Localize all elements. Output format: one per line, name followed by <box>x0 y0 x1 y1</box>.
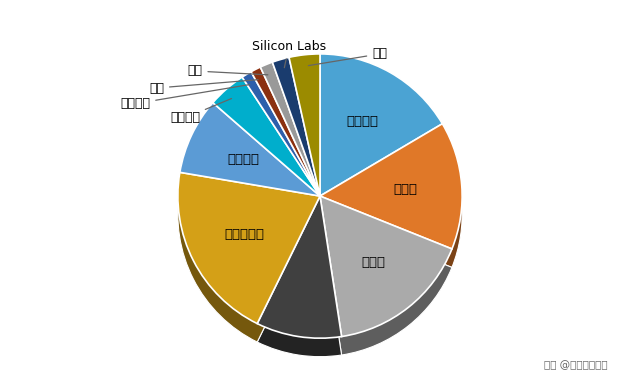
Wedge shape <box>320 54 442 196</box>
Wedge shape <box>213 77 320 196</box>
Wedge shape <box>178 172 320 323</box>
Wedge shape <box>242 90 320 214</box>
Wedge shape <box>289 54 320 196</box>
Text: 东芝: 东芝 <box>188 64 268 77</box>
Wedge shape <box>320 214 452 355</box>
Text: 瑞萨电子: 瑞萨电子 <box>346 116 378 129</box>
Wedge shape <box>180 121 320 214</box>
Text: 意法半导体: 意法半导体 <box>224 228 264 241</box>
Wedge shape <box>251 67 320 196</box>
Wedge shape <box>273 57 320 196</box>
Wedge shape <box>213 95 320 214</box>
Wedge shape <box>257 196 342 338</box>
Wedge shape <box>251 85 320 214</box>
Wedge shape <box>257 214 342 357</box>
Text: 英飞凌: 英飞凌 <box>361 256 385 270</box>
Wedge shape <box>242 72 320 196</box>
Text: 三星: 三星 <box>149 80 258 95</box>
Text: Silicon Labs: Silicon Labs <box>252 40 326 68</box>
Wedge shape <box>320 124 462 249</box>
Text: 德州仪器: 德州仪器 <box>170 99 232 124</box>
Wedge shape <box>273 76 320 214</box>
Wedge shape <box>260 62 320 196</box>
Wedge shape <box>320 72 442 214</box>
Wedge shape <box>180 103 320 196</box>
Text: 微芯科技: 微芯科技 <box>227 153 259 166</box>
Wedge shape <box>178 191 320 342</box>
Text: 其他: 其他 <box>308 47 387 65</box>
Wedge shape <box>320 142 462 268</box>
Wedge shape <box>320 196 452 336</box>
Text: 新唐科技: 新唐科技 <box>120 85 250 110</box>
Text: 恩智浦: 恩智浦 <box>393 183 417 196</box>
Text: 头条 @普华有策咨询: 头条 @普华有策咨询 <box>545 360 608 370</box>
Wedge shape <box>260 80 320 214</box>
Wedge shape <box>289 72 320 214</box>
